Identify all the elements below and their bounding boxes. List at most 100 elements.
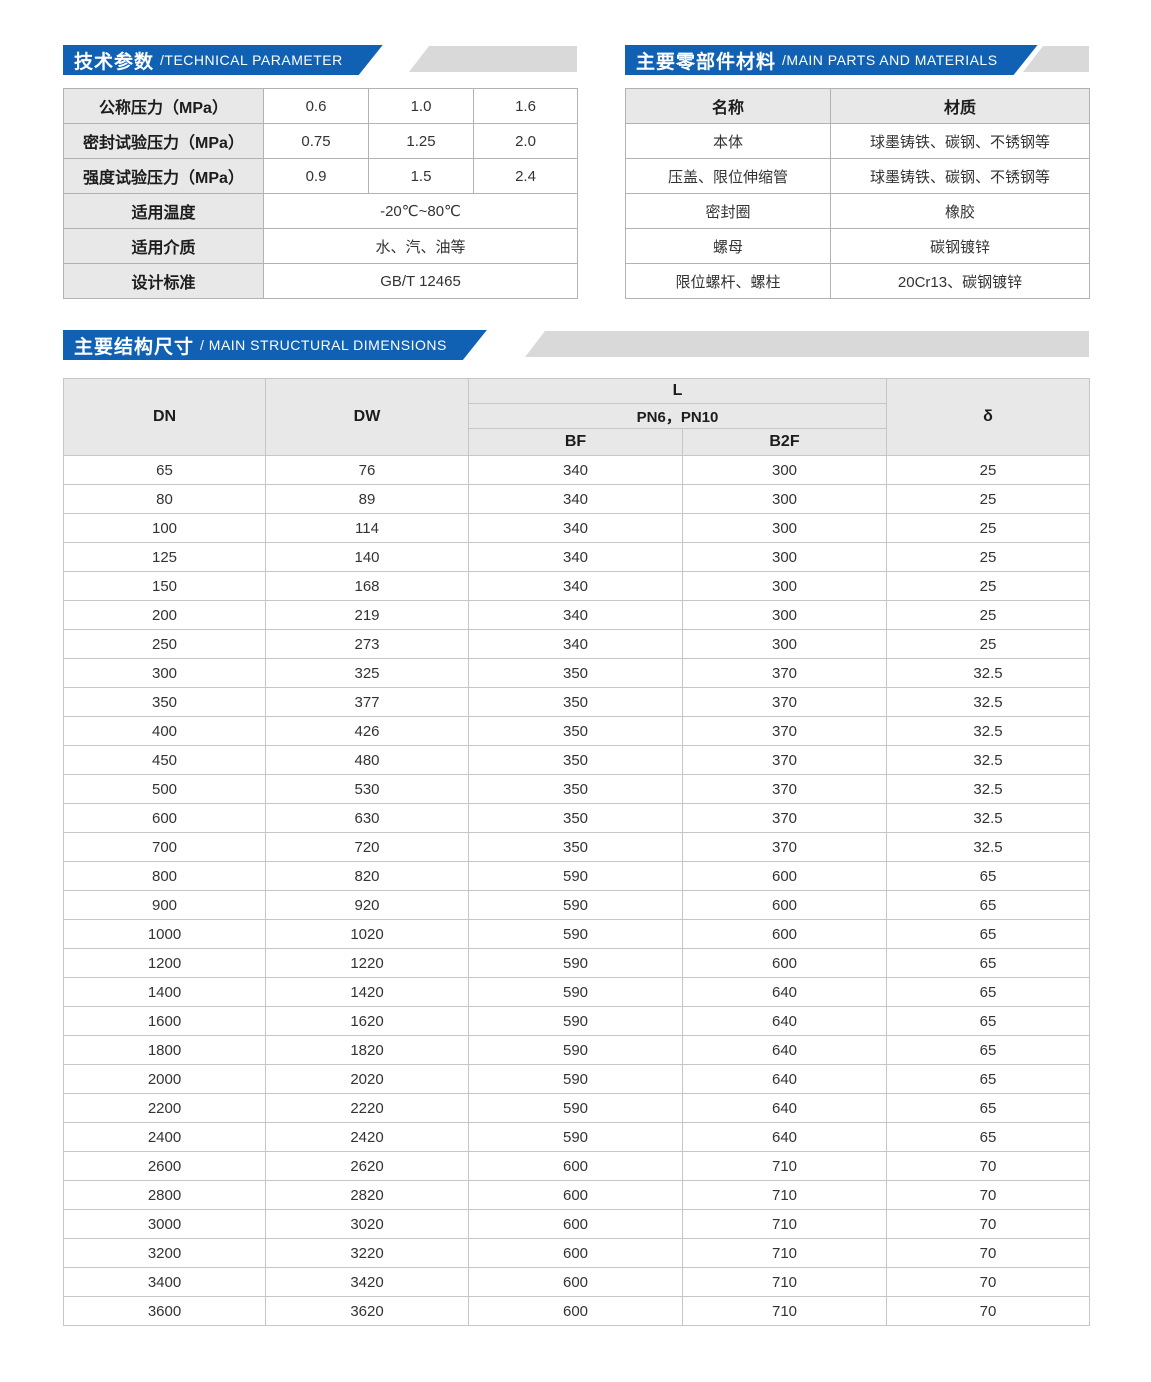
dw-cell: 3220 — [265, 1238, 469, 1268]
b2f-cell: 370 — [682, 774, 887, 804]
delta-cell: 25 — [886, 455, 1090, 485]
bf-cell: 340 — [468, 571, 683, 601]
delta-cell: 65 — [886, 1006, 1090, 1036]
column-header-b2f: B2F — [682, 428, 887, 456]
delta-cell: 65 — [886, 1064, 1090, 1094]
row-label: 强度试验压力（MPa） — [63, 158, 264, 194]
bf-cell: 600 — [468, 1180, 683, 1210]
table-row: 螺母 碳钢镀锌 — [625, 228, 1090, 264]
delta-cell: 70 — [886, 1267, 1090, 1297]
table-row: 65 76 340 300 25 — [63, 455, 1090, 485]
dw-cell: 630 — [265, 803, 469, 833]
table-row: 2800 2820 600 710 70 — [63, 1180, 1090, 1210]
dn-cell: 350 — [63, 687, 266, 717]
bf-cell: 340 — [468, 484, 683, 514]
b2f-cell: 640 — [682, 1035, 887, 1065]
delta-cell: 65 — [886, 977, 1090, 1007]
row-label: 适用介质 — [63, 228, 264, 264]
section-title-en: /MAIN PARTS AND MATERIALS — [782, 52, 998, 68]
bf-cell: 600 — [468, 1238, 683, 1268]
dn-cell: 900 — [63, 890, 266, 920]
dw-cell: 89 — [265, 484, 469, 514]
dn-cell: 1400 — [63, 977, 266, 1007]
table-header-row: PN6，PN10 — [64, 403, 1090, 429]
b2f-cell: 710 — [682, 1296, 887, 1326]
bf-cell: 590 — [468, 861, 683, 891]
table-row: 密封圈 橡胶 — [625, 193, 1090, 229]
dn-cell: 100 — [63, 513, 266, 543]
table-row: 压盖、限位伸缩管 球墨铸铁、碳钢、不锈钢等 — [625, 158, 1090, 194]
dw-cell: 3420 — [265, 1267, 469, 1297]
delta-cell: 70 — [886, 1151, 1090, 1181]
dn-cell: 3600 — [63, 1296, 266, 1326]
row-label: 公称压力（MPa） — [63, 88, 264, 124]
dn-cell: 800 — [63, 861, 266, 891]
dn-cell: 700 — [63, 832, 266, 862]
table-row: 适用温度 -20℃~80℃ — [63, 193, 578, 229]
value-cell: 1.25 — [368, 123, 474, 159]
bf-cell: 350 — [468, 716, 683, 746]
dn-cell: 1600 — [63, 1006, 266, 1036]
table-row: 900 920 590 600 65 — [63, 890, 1090, 920]
part-name-cell: 密封圈 — [625, 193, 831, 229]
dn-cell: 1000 — [63, 919, 266, 949]
dn-cell: 80 — [63, 484, 266, 514]
bf-cell: 590 — [468, 1035, 683, 1065]
dw-cell: 2620 — [265, 1151, 469, 1181]
table-header-row: BF B2F — [64, 428, 1090, 456]
row-label: 适用温度 — [63, 193, 264, 229]
column-header-name: 名称 — [625, 88, 831, 124]
structural-dimensions-table: DN DW L δ PN6，PN10 BF B2F 65 76 340 300 25 80… — [63, 378, 1090, 1326]
delta-cell: 32.5 — [886, 832, 1090, 862]
dw-cell: 1420 — [265, 977, 469, 1007]
value-cell: 1.0 — [368, 88, 474, 124]
table-row: 公称压力（MPa） 0.6 1.0 1.6 — [63, 88, 578, 124]
material-cell: 球墨铸铁、碳钢、不锈钢等 — [830, 158, 1090, 194]
dw-cell: 140 — [265, 542, 469, 572]
bf-cell: 590 — [468, 977, 683, 1007]
dn-cell: 65 — [63, 455, 266, 485]
b2f-cell: 600 — [682, 919, 887, 949]
bf-cell: 340 — [468, 600, 683, 630]
dw-cell: 1020 — [265, 919, 469, 949]
bf-cell: 590 — [468, 1093, 683, 1123]
value-cell-span: -20℃~80℃ — [263, 193, 578, 229]
bf-cell: 590 — [468, 1064, 683, 1094]
table-row: 1400 1420 590 640 65 — [63, 977, 1090, 1007]
b2f-cell: 640 — [682, 1006, 887, 1036]
bf-cell: 340 — [468, 513, 683, 543]
dw-cell: 3020 — [265, 1209, 469, 1239]
dw-cell: 426 — [265, 716, 469, 746]
dw-cell: 820 — [265, 861, 469, 891]
column-header-material: 材质 — [830, 88, 1090, 124]
dw-cell: 2420 — [265, 1122, 469, 1152]
main-parts-materials-table: 名称 材质 本体 球墨铸铁、碳钢、不锈钢等 压盖、限位伸缩管 球墨铸铁、碳钢、不锈钢等… — [625, 88, 1090, 299]
bf-cell: 350 — [468, 803, 683, 833]
b2f-cell: 710 — [682, 1209, 887, 1239]
delta-cell: 70 — [886, 1209, 1090, 1239]
table-row: 3000 3020 600 710 70 — [63, 1209, 1090, 1239]
part-name-cell: 本体 — [625, 123, 831, 159]
banner-blue-ribbon: 主要结构尺寸 / MAIN STRUCTURAL DIMENSIONS — [63, 330, 487, 360]
table-row: 适用介质 水、汽、油等 — [63, 228, 578, 264]
dn-cell: 2400 — [63, 1122, 266, 1152]
dw-cell: 2820 — [265, 1180, 469, 1210]
delta-cell: 25 — [886, 484, 1090, 514]
delta-cell: 25 — [886, 600, 1090, 630]
table-row: 3200 3220 600 710 70 — [63, 1238, 1090, 1268]
delta-cell: 65 — [886, 1122, 1090, 1152]
dw-cell: 114 — [265, 513, 469, 543]
table-row: 1600 1620 590 640 65 — [63, 1006, 1090, 1036]
delta-cell: 25 — [886, 629, 1090, 659]
section-title-zh: 技术参数 — [74, 51, 155, 73]
b2f-cell: 370 — [682, 716, 887, 746]
material-cell: 橡胶 — [830, 193, 1090, 229]
delta-cell: 70 — [886, 1296, 1090, 1326]
value-cell-span: GB/T 12465 — [263, 263, 578, 299]
delta-cell: 32.5 — [886, 658, 1090, 688]
section-title-zh: 主要结构尺寸 — [74, 336, 195, 358]
dw-cell: 1220 — [265, 948, 469, 978]
bf-cell: 350 — [468, 832, 683, 862]
bf-cell: 350 — [468, 687, 683, 717]
table-row: 200 219 340 300 25 — [63, 600, 1090, 630]
